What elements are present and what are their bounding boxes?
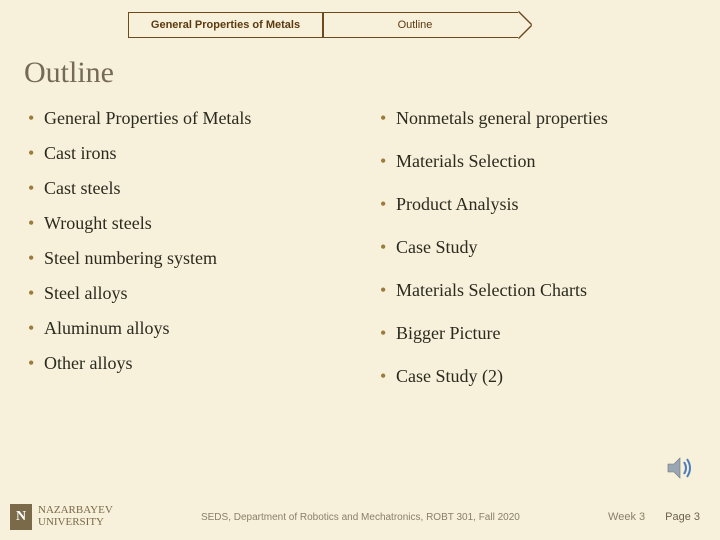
- slide-title: Outline: [24, 56, 692, 90]
- uni-name-2: UNIVERSITY: [38, 517, 113, 529]
- left-list: General Properties of Metals Cast irons …: [28, 108, 340, 374]
- list-item: Bigger Picture: [380, 323, 692, 344]
- footer-dept: SEDS, Department of Robotics and Mechatr…: [113, 512, 608, 523]
- list-item: Case Study: [380, 237, 692, 258]
- page-label: Page 3: [665, 511, 700, 523]
- list-item: Cast steels: [28, 178, 340, 199]
- right-column: Nonmetals general properties Materials S…: [380, 108, 692, 409]
- university-logo: N NAZARBAYEV UNIVERSITY: [10, 504, 113, 530]
- footer-right: Week 3 Page 3: [608, 511, 700, 523]
- list-item: Aluminum alloys: [28, 318, 340, 339]
- week-label: Week 3: [608, 511, 645, 523]
- slide: General Properties of Metals Outline Out…: [0, 0, 720, 540]
- list-item: Nonmetals general properties: [380, 108, 692, 129]
- breadcrumb-topic: General Properties of Metals: [128, 12, 323, 38]
- breadcrumb-current: Outline: [323, 12, 518, 38]
- list-item: Case Study (2): [380, 366, 692, 387]
- breadcrumb: General Properties of Metals Outline: [128, 12, 692, 38]
- list-item: Steel alloys: [28, 283, 340, 304]
- list-item: Steel numbering system: [28, 248, 340, 269]
- footer: N NAZARBAYEV UNIVERSITY SEDS, Department…: [0, 494, 720, 540]
- list-item: Other alloys: [28, 353, 340, 374]
- list-item: General Properties of Metals: [28, 108, 340, 129]
- list-item: Materials Selection Charts: [380, 280, 692, 301]
- right-list: Nonmetals general properties Materials S…: [380, 108, 692, 387]
- logo-text: NAZARBAYEV UNIVERSITY: [38, 505, 113, 528]
- list-item: Materials Selection: [380, 151, 692, 172]
- logo-mark-icon: N: [10, 504, 32, 530]
- content-columns: General Properties of Metals Cast irons …: [28, 108, 692, 409]
- list-item: Wrought steels: [28, 213, 340, 234]
- list-item: Cast irons: [28, 143, 340, 164]
- left-column: General Properties of Metals Cast irons …: [28, 108, 340, 409]
- audio-icon[interactable]: [664, 452, 696, 484]
- list-item: Product Analysis: [380, 194, 692, 215]
